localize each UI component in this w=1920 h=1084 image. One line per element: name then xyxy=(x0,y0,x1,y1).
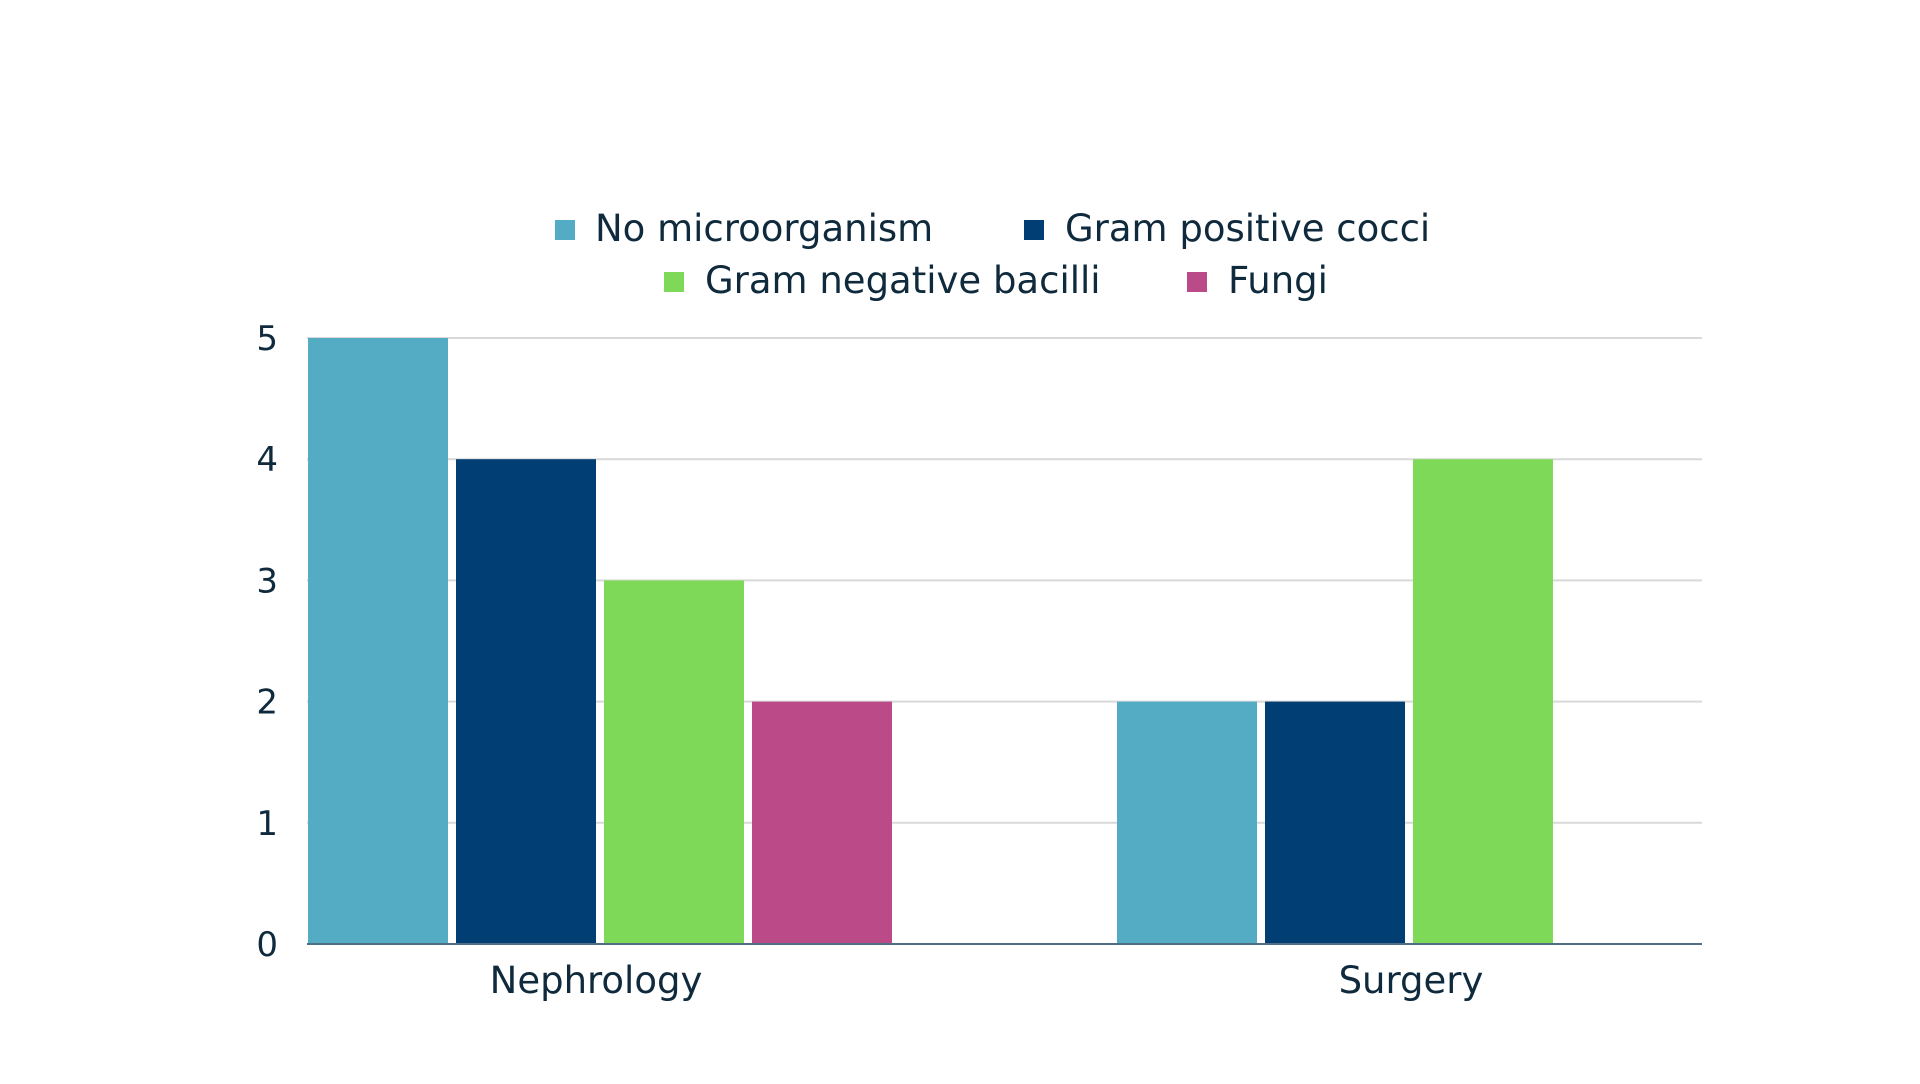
y-tick-label: 1 xyxy=(256,804,278,844)
legend-label-gram-positive-cocci: Gram positive cocci xyxy=(1065,207,1430,250)
legend-label-fungi: Fungi xyxy=(1228,259,1328,302)
legend-swatch-no-microorganism xyxy=(555,220,575,240)
x-axis: Nephrology Surgery xyxy=(490,959,1484,1002)
legend-swatch-gram-negative-bacilli xyxy=(664,272,684,292)
x-category-label: Nephrology xyxy=(490,959,703,1002)
legend-label-gram-negative-bacilli: Gram negative bacilli xyxy=(705,259,1101,302)
y-tick-label: 3 xyxy=(256,561,278,601)
bar-gram-positive-cocci-surgery xyxy=(1265,701,1405,944)
y-tick-label: 5 xyxy=(256,319,278,359)
legend-label-no-microorganism: No microorganism xyxy=(595,207,933,250)
x-category-label: Surgery xyxy=(1339,959,1484,1002)
bar-gram-negative-bacilli-surgery xyxy=(1413,459,1553,944)
bar-gram-positive-cocci-nephrology xyxy=(456,459,596,944)
y-tick-label: 0 xyxy=(256,925,278,965)
bars xyxy=(308,338,1553,944)
bar-gram-negative-bacilli-nephrology xyxy=(604,580,744,944)
bar-fungi-nephrology xyxy=(752,701,892,944)
bar-no-microorganism-surgery xyxy=(1117,701,1257,944)
y-axis: 0 1 2 3 4 5 xyxy=(256,319,278,965)
y-tick-label: 4 xyxy=(256,440,278,480)
legend: No microorganism Gram positive cocci Gram … xyxy=(555,207,1430,302)
y-tick-label: 2 xyxy=(256,683,278,723)
legend-swatch-fungi xyxy=(1187,272,1207,292)
legend-swatch-gram-positive-cocci xyxy=(1024,220,1044,240)
bar-no-microorganism-nephrology xyxy=(308,338,448,944)
